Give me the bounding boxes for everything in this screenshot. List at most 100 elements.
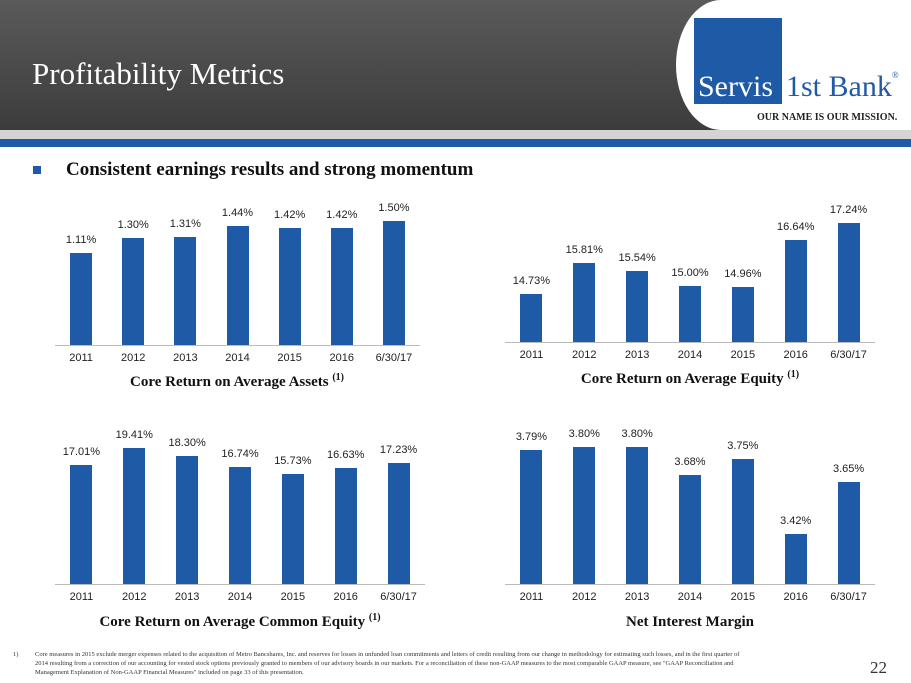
bar xyxy=(573,447,596,584)
data-label: 1.44% xyxy=(221,207,254,220)
data-label: 3.75% xyxy=(727,439,759,452)
x-tick-label: 6/30/17 xyxy=(830,349,867,361)
x-tick-label: 6/30/17 xyxy=(375,352,413,364)
bar xyxy=(70,464,93,584)
data-label: 16.64% xyxy=(777,221,815,234)
bar xyxy=(229,466,251,584)
data-label: 3.80% xyxy=(568,428,600,441)
chart-title: Core Return on Average Common Equity (1) xyxy=(40,612,440,631)
bar xyxy=(334,467,357,584)
x-tick-label: 2014 xyxy=(227,591,253,603)
chart-baseline xyxy=(55,584,425,585)
bar xyxy=(679,474,701,584)
bar xyxy=(278,227,301,345)
data-label: 1.42% xyxy=(326,208,358,221)
bar xyxy=(176,455,199,584)
data-label: 17.24% xyxy=(829,204,868,217)
bar xyxy=(123,448,146,584)
footnote-text: Core measures in 2015 exclude merger exp… xyxy=(35,651,740,676)
bar xyxy=(573,263,596,342)
data-label: 3.65% xyxy=(832,462,865,475)
x-tick-label: 2011 xyxy=(519,591,544,603)
chart-title: Core Return on Average Assets (1) xyxy=(37,372,437,391)
data-label: 3.80% xyxy=(621,428,653,441)
x-tick-label: 2011 xyxy=(519,349,544,361)
data-label: 1.50% xyxy=(378,202,410,215)
bar xyxy=(330,227,353,345)
x-tick-label: 2016 xyxy=(329,352,355,364)
x-tick-label: 2012 xyxy=(572,349,597,361)
footnote-ref: (1) xyxy=(332,372,344,383)
data-label: 15.00% xyxy=(671,267,709,279)
data-label: 3.42% xyxy=(780,514,812,527)
bar xyxy=(281,473,304,584)
footnote-ref: (1) xyxy=(368,612,381,623)
x-tick-label: 2013 xyxy=(624,349,650,361)
x-tick-label: 2015 xyxy=(730,591,756,603)
data-label: 3.68% xyxy=(674,455,706,468)
x-tick-label: 2011 xyxy=(69,591,94,603)
chart-title: Core Return on Average Equity (1) xyxy=(490,369,890,388)
footnote-number: 1) xyxy=(13,651,19,658)
chart-title: Net Interest Margin xyxy=(490,612,890,631)
bullet-icon xyxy=(33,166,41,174)
bar xyxy=(784,240,807,342)
data-label: 1.42% xyxy=(274,208,306,221)
x-tick-label: 2012 xyxy=(120,352,146,364)
bar xyxy=(520,293,543,342)
data-label: 15.73% xyxy=(274,454,312,467)
x-tick-label: 2014 xyxy=(677,349,703,361)
x-tick-label: 2015 xyxy=(277,352,302,364)
bar xyxy=(679,286,701,342)
x-tick-label: 2013 xyxy=(174,591,200,603)
x-tick-label: 2015 xyxy=(280,591,306,603)
bar xyxy=(387,463,410,584)
divider-gray xyxy=(0,130,911,139)
bar xyxy=(382,221,405,345)
chart-title-text: Core Return on Average Equity xyxy=(580,371,784,387)
logo-text-1st-bank: 1st Bank xyxy=(786,70,892,103)
footnote-ref: (1) xyxy=(787,369,800,380)
data-label: 15.54% xyxy=(618,251,656,264)
logo-tagline: OUR NAME IS OUR MISSION. xyxy=(757,112,898,123)
x-tick-label: 2012 xyxy=(572,591,597,603)
chart-title-text: Net Interest Margin xyxy=(625,614,755,630)
data-label: 3.79% xyxy=(515,430,548,443)
divider-blue xyxy=(0,139,911,147)
data-label: 14.96% xyxy=(724,268,762,281)
logo xyxy=(694,18,782,104)
x-tick-label: 2013 xyxy=(624,591,650,603)
x-tick-label: 2011 xyxy=(69,352,93,364)
data-label: 18.30% xyxy=(168,436,206,449)
bar xyxy=(626,270,649,342)
x-tick-label: 2016 xyxy=(333,591,358,603)
page-title: Profitability Metrics xyxy=(32,56,285,91)
chart-title-text: Core Return on Average Common Equity xyxy=(99,614,366,630)
page-number: 22 xyxy=(870,658,887,677)
logo-text-servis: Servis xyxy=(698,70,773,103)
bar xyxy=(174,236,197,345)
x-tick-label: 2016 xyxy=(783,591,808,603)
data-label: 1.11% xyxy=(65,234,97,247)
x-tick-label: 6/30/17 xyxy=(380,591,417,603)
data-label: 19.41% xyxy=(115,429,153,442)
data-label: 16.74% xyxy=(221,447,259,460)
x-tick-label: 2015 xyxy=(730,349,756,361)
logo-text-bank: 1st Bank® xyxy=(786,70,899,104)
bar xyxy=(122,237,145,345)
data-label: 14.73% xyxy=(512,274,551,287)
x-tick-label: 2013 xyxy=(173,352,198,364)
bar xyxy=(837,223,860,342)
bar xyxy=(731,287,754,342)
data-label: 17.23% xyxy=(379,444,418,457)
data-label: 1.31% xyxy=(169,217,201,230)
x-tick-label: 2012 xyxy=(122,591,147,603)
chart-baseline xyxy=(505,584,875,585)
bar xyxy=(784,533,807,584)
x-tick-label: 2016 xyxy=(783,349,808,361)
bar xyxy=(70,253,93,345)
data-label: 16.63% xyxy=(327,448,365,461)
chart-baseline xyxy=(55,345,420,346)
x-tick-label: 2014 xyxy=(677,591,703,603)
chart-baseline xyxy=(505,342,875,343)
